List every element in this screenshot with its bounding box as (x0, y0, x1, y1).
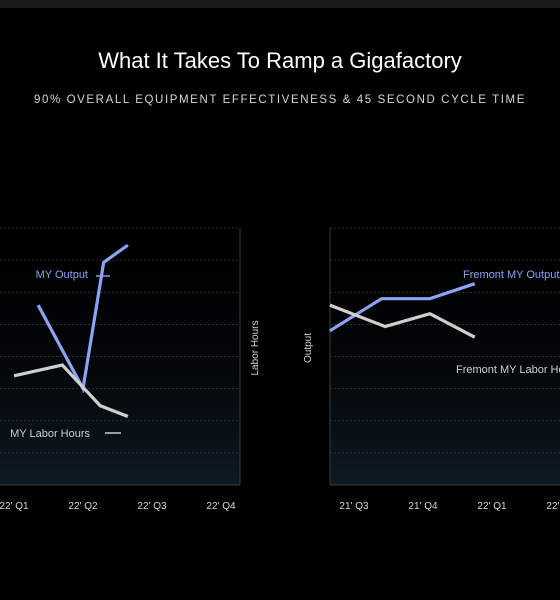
x-tick-label: 22' Q1 (0, 501, 29, 512)
chart-right: 21' Q3 21' Q4 22' Q1 22' Q2 Fremont MY Outpu… (329, 227, 560, 512)
series-line-my-output (36, 243, 129, 394)
chart-left: 22' Q1 22' Q2 22' Q3 22' Q4 MY Output MY Labo… (0, 227, 241, 512)
plot-background (330, 228, 560, 485)
top-bar (0, 0, 560, 8)
series-label: MY Labor Hours (10, 428, 90, 440)
x-tick-label: 22' Q4 (206, 501, 236, 512)
x-tick-label: 22' Q3 (137, 501, 167, 512)
series-label: Fremont MY Output (463, 269, 559, 281)
series-line-fremont-my-labor-hours (329, 303, 476, 339)
page-title: What It Takes To Ramp a Gigafactory (98, 48, 462, 73)
x-tick-label: 21' Q3 (339, 501, 369, 512)
x-tick-label: 22' Q2 (68, 501, 98, 512)
series-label: Fremont MY Labor Hours (456, 364, 560, 376)
page-subtitle: 90% OVERALL EQUIPMENT EFFECTIVENESS & 45… (33, 94, 526, 106)
series-line-my-labor-hours (13, 363, 129, 418)
labor-hours-axis-title: Labor Hours (250, 320, 261, 375)
x-tick-label: 22' Q2 (546, 501, 560, 512)
series-label: MY Output (36, 269, 88, 281)
output-axis-title: Output (303, 333, 314, 363)
x-tick-label: 22' Q1 (477, 501, 507, 512)
x-tick-label: 21' Q4 (408, 501, 438, 512)
